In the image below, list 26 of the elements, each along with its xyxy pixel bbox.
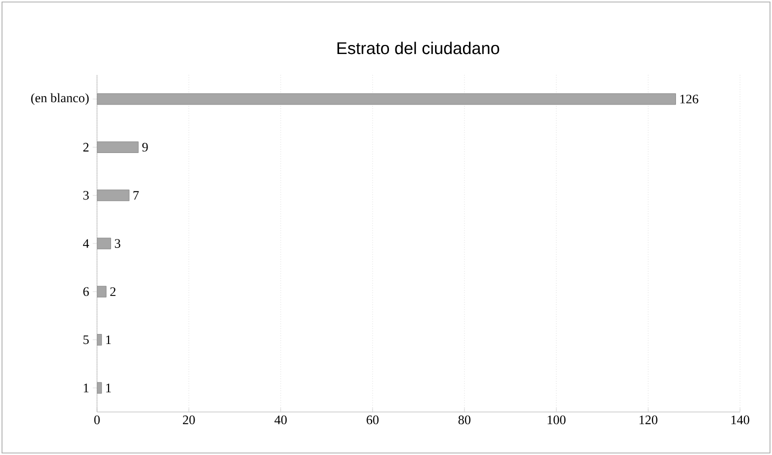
bar [97,142,139,153]
x-tick-label: 40 [274,416,287,424]
data-label: 2 [110,287,116,296]
y-tick-label: (en blanco) [31,93,89,105]
y-tick-label: 5 [84,335,89,344]
x-tick-label: 120 [640,416,658,424]
y-tick-label: 1 [84,384,88,392]
data-label: 7 [134,191,139,200]
x-tick-label: 20 [182,416,195,424]
y-tick-label: 2 [83,142,89,152]
y-tick-label: 3 [83,190,89,200]
x-tick-label: 60 [366,416,379,424]
data-label: 3 [114,239,120,248]
bar [97,190,130,202]
y-tick-label: 4 [83,239,90,248]
data-label: 1 [106,336,111,344]
x-tick-label: 100 [548,416,566,424]
x-tick-label: 140 [731,416,750,424]
bar [97,93,676,105]
x-tick-label: 80 [458,416,470,424]
chart-title: Estrato del ciudadano [337,42,500,54]
data-label: 126 [680,94,698,104]
data-label: 1 [106,384,111,392]
y-tick-label: 6 [83,287,89,296]
data-label: 9 [142,142,148,152]
x-tick-label: 0 [94,416,100,424]
